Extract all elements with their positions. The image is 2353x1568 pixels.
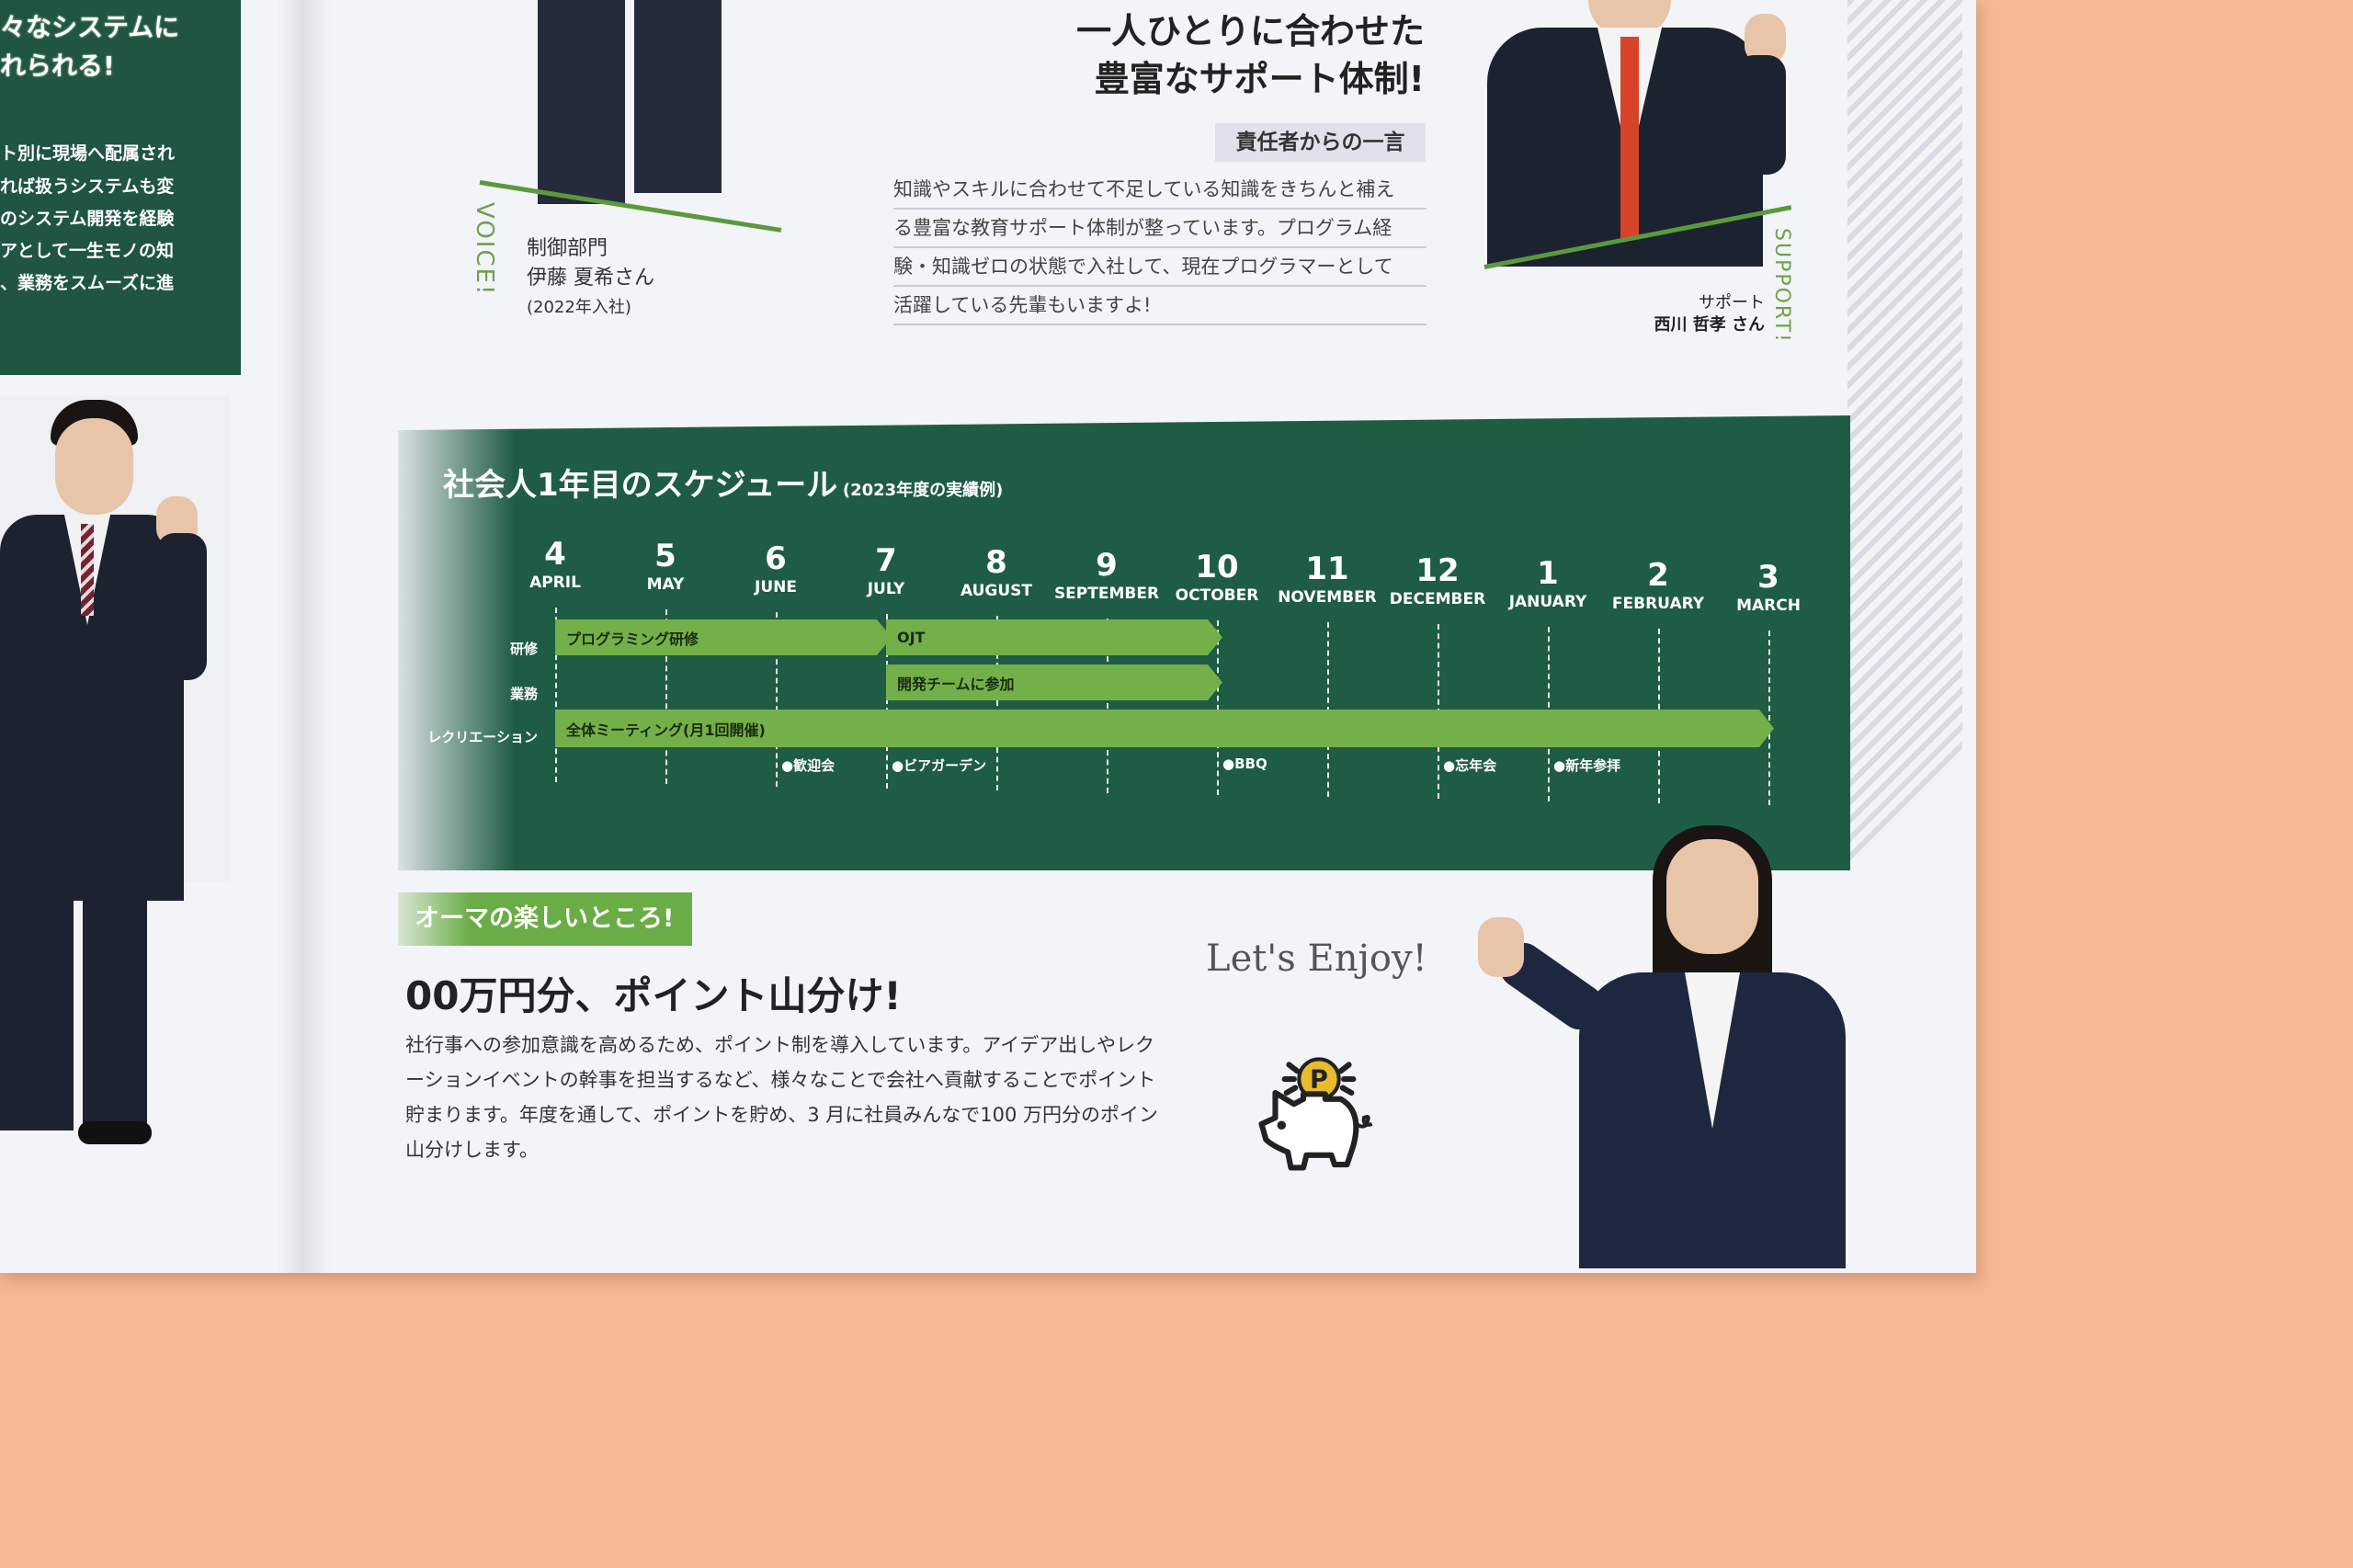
month-name: AUGUST — [960, 582, 1033, 601]
month-number: 3 — [1757, 559, 1779, 597]
support-person-photo — [1478, 0, 1800, 267]
month-name: MARCH — [1736, 597, 1801, 616]
schedule-event: ●忘年会 — [1443, 757, 1497, 774]
row-label-recreation: レクリエーション — [427, 729, 538, 745]
month-gridline — [776, 611, 778, 787]
month-number: 7 — [875, 541, 897, 579]
headline-line: 豊富なサポート体制! — [1094, 59, 1425, 99]
voice-joined: (2022年入社) — [527, 298, 631, 317]
month-name: OCTOBER — [1175, 585, 1259, 605]
fun-section-tag: オーマの楽しいところ! — [398, 892, 692, 946]
month-number: 5 — [654, 538, 676, 575]
voice-label: VOICE! — [471, 202, 498, 297]
voice-caption: 制御部門 伊藤 夏希さん (2022年入社) — [527, 234, 654, 323]
body-line: 貯まります。年度を通して、ポイントを貯め、3 月に社員みんなで100 万円分のポ… — [405, 1104, 1159, 1126]
month-number: 4 — [544, 536, 566, 573]
body-line: 験・知識ゼロの状態で入社して、現在プログラマーとして — [893, 248, 1427, 287]
month-number: 6 — [765, 540, 787, 577]
schedule-bar: 全体ミーティング(月1回開催) — [555, 710, 1774, 747]
schedule-event: ●新年参拝 — [1553, 757, 1621, 774]
piggy-bank-icon: P — [1258, 1057, 1373, 1171]
month-number: 11 — [1305, 551, 1349, 588]
voice-name: 伊藤 夏希さん — [527, 267, 654, 290]
month-number: 8 — [985, 544, 1007, 582]
body-line: 社行事への参加意識を高めるため、ポイント制を導入しています。アイデア出しやレク — [405, 1034, 1155, 1056]
left-body-line: 、業務をスムーズに進 — [0, 273, 175, 293]
month-gridline — [996, 616, 998, 791]
decorative-stripes — [1847, 0, 1962, 864]
body-line: ーションイベントの幹事を担当するなど、様々なことで会社へ貢献することでポイント — [405, 1069, 1156, 1091]
headline-line: 一人ひとりに合わせた — [1076, 11, 1425, 51]
month-gridline — [665, 609, 667, 785]
month-number: 10 — [1195, 548, 1239, 585]
month-name: DECEMBER — [1389, 590, 1486, 609]
supervisor-comment-tag: 責任者からの一言 — [1215, 123, 1426, 162]
month-gridline — [1217, 619, 1219, 795]
spine-shadow — [276, 0, 331, 1273]
left-body-line: れば扱うシステムも変 — [0, 176, 175, 197]
left-body-line: ト別に現場へ配属され — [0, 143, 176, 164]
month-number: 2 — [1647, 557, 1669, 594]
lets-enjoy-text: Let's Enjoy! — [1206, 937, 1427, 980]
support-headline: 一人ひとりに合わせた 豊富なサポート体制! — [919, 7, 1425, 103]
schedule-bar: プログラミング研修 — [555, 619, 892, 655]
left-green-block: 々なシステムに れられる! ト別に現場へ配属され れば扱うシステムも変 のシステ… — [0, 0, 241, 375]
support-label: SUPPORT! — [1770, 228, 1793, 344]
month-name: MAY — [646, 575, 685, 595]
body-line: 山分けします。 — [405, 1139, 539, 1161]
month-name: APRIL — [529, 574, 581, 592]
left-body-line: のシステム開発を経験 — [0, 209, 175, 229]
month-number: 12 — [1415, 552, 1460, 590]
month-number: 1 — [1537, 554, 1559, 592]
schedule-title-row: 社会人1年目のスケジュール (2023年度の実績例) — [443, 460, 1003, 505]
fun-headline: 00万円分、ポイント山分け! — [405, 973, 902, 1018]
schedule-title: 社会人1年目のスケジュール — [443, 467, 838, 504]
woman-photo — [1478, 825, 1855, 1268]
voice-department: 制御部門 — [527, 237, 608, 260]
month-number: 9 — [1096, 546, 1118, 584]
month-gridline — [886, 613, 888, 789]
support-role: サポート — [1699, 293, 1765, 312]
support-name: 西川 哲孝 さん — [1654, 315, 1765, 335]
fun-body: 社行事への参加意識を高めるため、ポイント制を導入しています。アイデア出しやレク … — [405, 1028, 1158, 1167]
body-line: る豊富な教育サポート体制が整っています。プログラム経 — [893, 210, 1427, 248]
schedule-event: ●歓迎会 — [781, 757, 835, 774]
man-left-photo — [0, 395, 221, 1195]
voice-person-photo — [538, 0, 722, 204]
schedule-event: ●ビアガーデン — [892, 757, 987, 774]
body-line: 知識やスキルに合わせて不足している知識をきちんと補え — [893, 171, 1427, 210]
coin-letter: P — [1310, 1066, 1328, 1095]
schedule-bar: 開発チームに参加 — [886, 665, 1222, 700]
row-label-training: 研修 — [509, 641, 538, 657]
schedule-bar: OJT — [886, 619, 1222, 655]
month-gridline — [555, 608, 557, 782]
left-heading-line: 々なシステムに — [0, 12, 180, 42]
left-body-line: アとして一生モノの知 — [0, 241, 175, 261]
month-name: JANUARY — [1508, 592, 1587, 611]
body-line: 活躍している先輩もいますよ! — [893, 287, 1427, 325]
month-name: JULY — [867, 579, 905, 598]
month-name: NOVEMBER — [1278, 588, 1377, 608]
schedule-event: ●BBQ — [1222, 756, 1267, 772]
support-caption: サポート 西川 哲孝 さん — [1627, 292, 1765, 336]
month-name: JUNE — [755, 577, 797, 597]
month-gridline — [1107, 618, 1108, 793]
left-heading-line: れられる! — [0, 51, 115, 81]
schedule-subtitle: (2023年度の実績例) — [842, 481, 1004, 500]
month-name: SEPTEMBER — [1053, 584, 1160, 603]
month-name: FEBRUARY — [1611, 595, 1705, 613]
banner-fade — [368, 404, 515, 882]
month-gridline — [1768, 631, 1770, 806]
support-body: 知識やスキルに合わせて不足している知識をきちんと補え る豊富な教育サポート体制が… — [893, 171, 1427, 325]
row-label-work: 業務 — [509, 686, 538, 702]
